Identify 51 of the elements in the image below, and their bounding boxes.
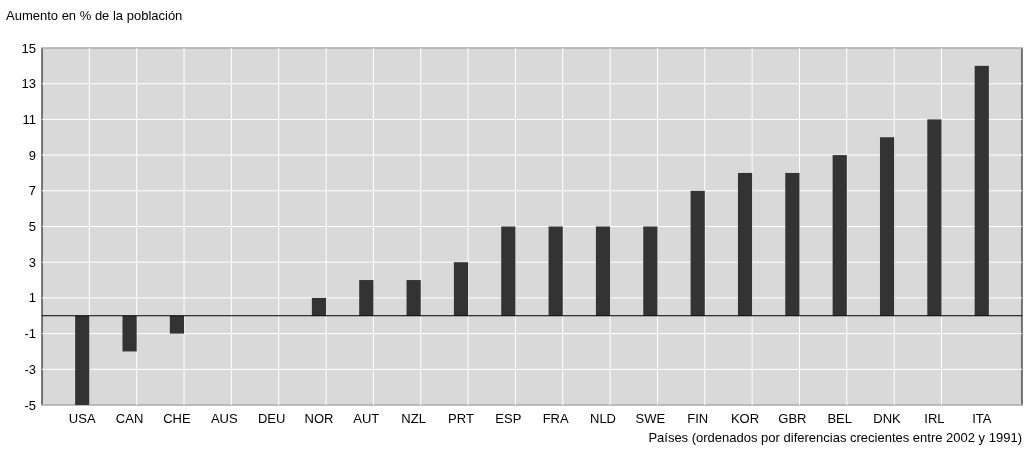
x-tick-label: SWE — [635, 411, 666, 426]
bar — [453, 262, 469, 316]
bar — [75, 315, 90, 405]
y-tick-label: 13 — [21, 76, 36, 92]
x-tick-label: PRT — [448, 411, 474, 426]
x-tick-label: NLD — [590, 411, 617, 426]
bar — [785, 172, 800, 316]
bar — [311, 297, 327, 316]
x-tick-label: KOR — [730, 411, 760, 426]
bar — [548, 226, 563, 316]
x-tick-label: BEL — [827, 411, 853, 426]
bar — [595, 226, 611, 316]
bar — [879, 137, 895, 316]
y-tick-label: 15 — [21, 40, 36, 56]
x-tick-label: ITA — [972, 411, 992, 426]
x-tick-label: IRL — [924, 411, 945, 426]
y-tick-label: 9 — [28, 147, 36, 163]
bar — [359, 280, 374, 316]
x-tick-label: GBR — [778, 411, 807, 426]
y-axis-title: Aumento en % de la población — [6, 8, 183, 23]
y-tick-label: 1 — [28, 290, 36, 306]
x-tick-label: FIN — [687, 411, 709, 426]
x-tick-label: CAN — [115, 411, 144, 426]
y-tick-label: 7 — [28, 183, 36, 199]
bar — [927, 119, 942, 316]
bar — [169, 315, 185, 334]
x-tick-label: NOR — [304, 411, 334, 426]
bar — [501, 226, 516, 316]
y-tick-label: 11 — [22, 111, 36, 127]
y-tick-label: 3 — [28, 254, 36, 270]
bar — [643, 226, 658, 316]
x-tick-label: DEU — [257, 411, 286, 426]
bar — [406, 280, 421, 316]
x-tick-label: DNK — [873, 411, 902, 426]
y-tick-label: -5 — [24, 397, 36, 413]
x-tick-label: FRA — [542, 411, 569, 426]
x-tick-label: ESP — [495, 411, 522, 426]
y-tick-label: -3 — [24, 361, 36, 377]
bar — [122, 315, 137, 352]
y-tick-label: -1 — [24, 326, 36, 342]
x-tick-label: USA — [68, 411, 96, 426]
bar — [974, 65, 989, 316]
bar — [832, 155, 847, 316]
x-tick-label: AUS — [210, 411, 238, 426]
x-tick-label: AUT — [353, 411, 380, 426]
bar — [737, 172, 753, 316]
x-axis-title: Países (ordenados por diferencias crecientes entre 2002 y 1991) — [648, 430, 1022, 445]
bar — [690, 190, 705, 316]
x-tick-label: NZL — [401, 411, 426, 426]
y-tick-label: 5 — [28, 219, 36, 235]
x-tick-label: CHE — [163, 411, 191, 426]
